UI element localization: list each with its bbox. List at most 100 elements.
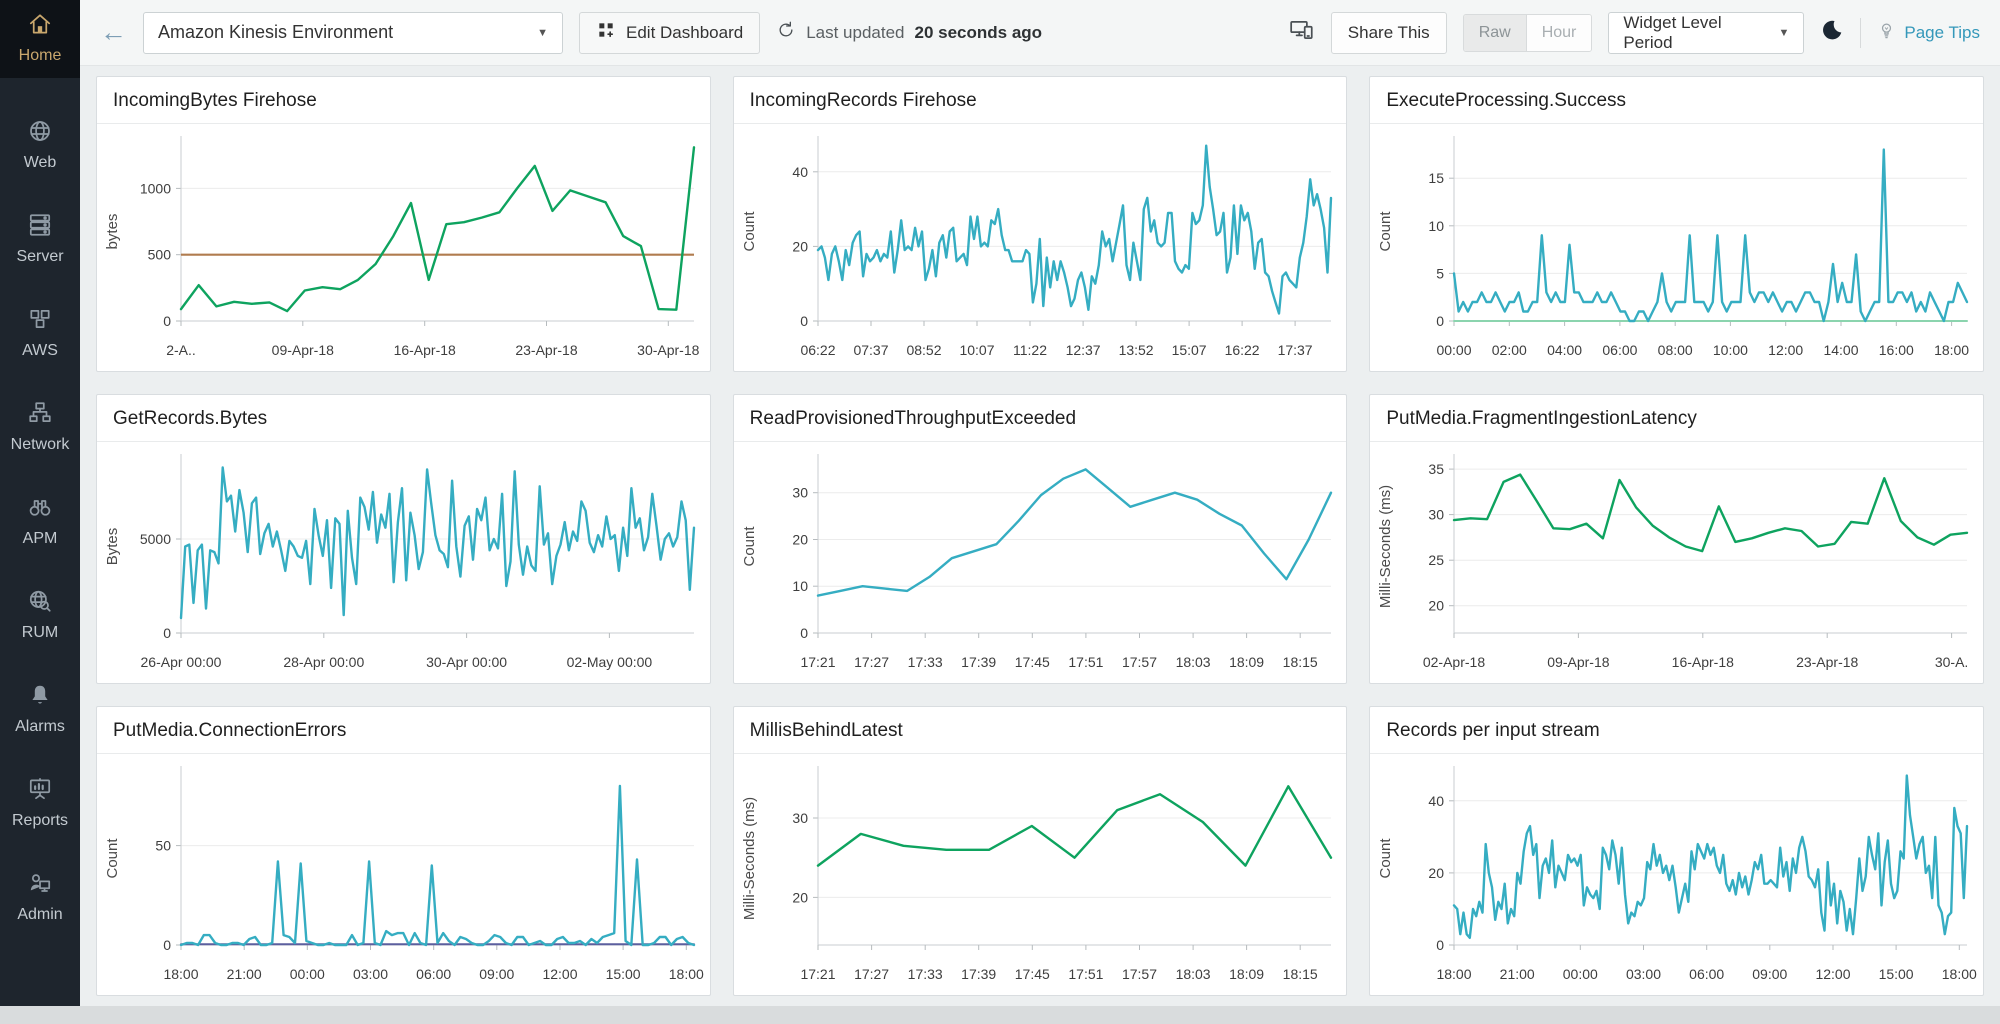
svg-text:Milli-Seconds (ms): Milli-Seconds (ms) [741, 797, 758, 920]
svg-text:17:51: 17:51 [1068, 966, 1103, 982]
sidebar-item-web[interactable]: Web [0, 118, 80, 172]
svg-text:17:33: 17:33 [907, 654, 942, 670]
sidebar-item-apm[interactable]: APM [0, 494, 80, 548]
svg-text:20: 20 [792, 238, 808, 254]
svg-text:30-A.: 30-A. [1935, 654, 1968, 670]
svg-text:17:21: 17:21 [800, 966, 835, 982]
svg-text:35: 35 [1429, 461, 1445, 477]
svg-text:16:00: 16:00 [1879, 342, 1914, 358]
svg-text:03:00: 03:00 [353, 966, 388, 982]
sidebar-item-label: Home [18, 47, 62, 64]
svg-text:500: 500 [148, 247, 172, 263]
sidebar-item-alarms[interactable]: Alarms [0, 682, 80, 736]
bottom-scroll-strip[interactable] [0, 1006, 2000, 1024]
svg-text:18:00: 18:00 [669, 966, 704, 982]
sidebar-item-label: APM [22, 530, 58, 547]
svg-text:08:52: 08:52 [906, 342, 941, 358]
last-updated-prefix: Last updated [806, 22, 905, 42]
sidebar-item-label: Web [23, 154, 57, 171]
granularity-raw[interactable]: Raw [1463, 14, 1527, 51]
svg-text:30: 30 [792, 485, 808, 501]
svg-text:30-Apr-18: 30-Apr-18 [637, 342, 699, 358]
granularity-toggle: Raw Hour [1462, 13, 1593, 52]
sidebar-item-server[interactable]: Server [0, 212, 80, 266]
svg-text:21:00: 21:00 [1500, 966, 1535, 982]
widget-getrecords-bytes: GetRecords.Bytes 0 5000 26-Apr 00:00 28-Apr… [96, 394, 711, 684]
sidebar-item-network[interactable]: Network [0, 400, 80, 454]
line-chart[interactable]: 20 30 17:21 17:27 17:33 17:39 17:45 17:51 17:57 1… [734, 754, 1347, 995]
back-arrow-icon[interactable]: ← [100, 17, 127, 47]
line-chart[interactable]: 0 20 40 18:00 21:00 00:00 03:00 06:00 09:00 12:00… [1370, 754, 1983, 995]
svg-text:30: 30 [1429, 507, 1445, 523]
svg-text:04:00: 04:00 [1547, 342, 1582, 358]
svg-text:17:57: 17:57 [1122, 966, 1157, 982]
sidebar-item-rum[interactable]: RUM [0, 588, 80, 642]
svg-text:12:00: 12:00 [542, 966, 577, 982]
svg-text:30: 30 [792, 810, 808, 826]
line-chart[interactable]: 20 25 30 35 02-Apr-18 09-Apr-18 16-Apr-18 23-Ap… [1370, 442, 1983, 683]
svg-text:16-Apr-18: 16-Apr-18 [394, 342, 456, 358]
widget-title: ReadProvisionedThroughputExceeded [733, 395, 1347, 442]
svg-text:16:22: 16:22 [1224, 342, 1259, 358]
line-chart[interactable]: 0 500 1000 2-A.. 09-Apr-18 16-Apr-18 23-Apr-18… [97, 124, 710, 371]
svg-text:18:15: 18:15 [1282, 966, 1317, 982]
widget-incomingbytes-firehose: IncomingBytes Firehose 0 500 1000 2-A.. 09-A… [96, 76, 711, 372]
moon-icon[interactable] [1820, 18, 1844, 47]
svg-text:Count: Count [1377, 211, 1394, 252]
lightbulb-icon [1877, 21, 1896, 45]
page-tips-label: Page Tips [1904, 22, 1980, 42]
svg-text:17:33: 17:33 [907, 966, 942, 982]
svg-text:18:09: 18:09 [1229, 966, 1264, 982]
svg-text:23-Apr-18: 23-Apr-18 [515, 342, 577, 358]
binoculars-icon [27, 494, 53, 525]
sidebar-item-label: AWS [22, 342, 58, 359]
page-tips-link[interactable]: Page Tips [1877, 21, 1980, 45]
svg-text:10:07: 10:07 [959, 342, 994, 358]
widget-incomingrecords-firehose: IncomingRecords Firehose 0 20 40 06:22 07:37… [732, 76, 1348, 372]
sidebar: Home Web Server AWS Network APM RUM Alar… [0, 0, 80, 1006]
edit-dashboard-button[interactable]: Edit Dashboard [579, 11, 761, 54]
sidebar-item-aws[interactable]: AWS [0, 306, 80, 360]
granularity-hour[interactable]: Hour [1526, 14, 1592, 51]
line-chart[interactable]: 0 20 40 06:22 07:37 08:52 10:07 11:22 12:37 13:52… [734, 124, 1347, 371]
widget-level-period-selector[interactable]: Widget Level Period ▼ [1608, 11, 1805, 54]
svg-text:13:52: 13:52 [1118, 342, 1153, 358]
line-chart[interactable]: 0 10 20 30 17:21 17:27 17:33 17:39 17:45 17:51 17:… [734, 442, 1347, 683]
svg-text:16-Apr-18: 16-Apr-18 [1672, 654, 1734, 670]
widget-title: PutMedia.ConnectionErrors [97, 707, 710, 754]
sidebar-item-label: Admin [17, 906, 63, 923]
sidebar-item-admin[interactable]: Admin [0, 870, 80, 924]
svg-text:06:00: 06:00 [416, 966, 451, 982]
widget-readprovisionedthroughputexceeded: ReadProvisionedThroughputExceeded 0 10 20 3… [732, 394, 1348, 684]
svg-text:09:00: 09:00 [1753, 966, 1788, 982]
svg-text:00:00: 00:00 [1563, 966, 1598, 982]
svg-text:0: 0 [800, 313, 808, 329]
dashboard-grid: IncomingBytes Firehose 0 500 1000 2-A.. 09-A… [80, 66, 2000, 1006]
svg-text:40: 40 [1429, 793, 1445, 809]
line-chart[interactable]: 0 50 18:00 21:00 00:00 03:00 06:00 09:00 12:00 15… [97, 754, 710, 995]
svg-text:08:00: 08:00 [1658, 342, 1693, 358]
svg-text:15: 15 [1429, 170, 1445, 186]
server-icon [27, 212, 53, 243]
svg-text:02-Apr-18: 02-Apr-18 [1423, 654, 1485, 670]
svg-text:12:37: 12:37 [1065, 342, 1100, 358]
refresh-icon[interactable] [776, 20, 796, 45]
line-chart[interactable]: 0 5000 26-Apr 00:00 28-Apr 00:00 30-Apr 00:0… [97, 442, 710, 683]
sidebar-item-reports[interactable]: Reports [0, 776, 80, 830]
line-chart[interactable]: 0 5 10 15 00:00 02:00 04:00 06:00 08:00 10:00 12:0… [1370, 124, 1983, 371]
devices-icon[interactable] [1289, 17, 1315, 48]
svg-text:09-Apr-18: 09-Apr-18 [272, 342, 334, 358]
svg-text:20: 20 [792, 532, 808, 548]
svg-text:5000: 5000 [140, 531, 171, 547]
svg-text:0: 0 [1437, 313, 1445, 329]
share-this-label: Share This [1347, 22, 1430, 42]
svg-text:0: 0 [163, 625, 171, 641]
svg-text:bytes: bytes [104, 214, 121, 250]
dashboard-selector-value: Amazon Kinesis Environment [158, 22, 394, 42]
share-this-button[interactable]: Share This [1330, 11, 1447, 54]
dashboard-selector[interactable]: Amazon Kinesis Environment ▼ [143, 11, 563, 54]
svg-text:17:37: 17:37 [1277, 342, 1312, 358]
svg-text:11:22: 11:22 [1013, 342, 1047, 358]
sidebar-item-home[interactable]: Home [0, 0, 80, 78]
svg-text:17:21: 17:21 [800, 654, 835, 670]
